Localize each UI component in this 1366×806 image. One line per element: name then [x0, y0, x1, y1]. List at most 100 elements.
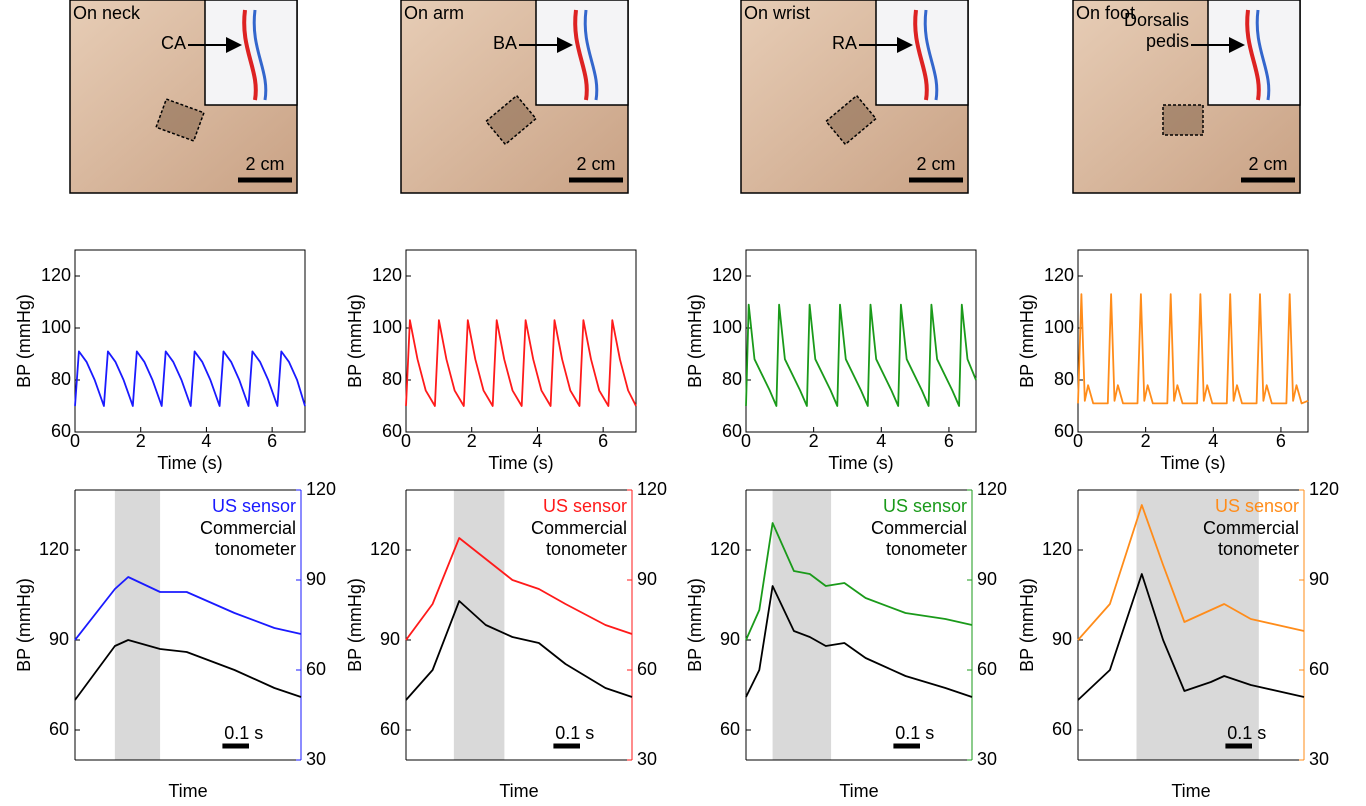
y2-tick-label: 30 — [637, 749, 657, 769]
x-tick-label: 4 — [532, 431, 542, 451]
y-tick-label: 60 — [722, 421, 742, 441]
x-tick-label: 2 — [136, 431, 146, 451]
inset — [536, 0, 628, 105]
legend-entry: US sensor — [166, 496, 296, 517]
y-axis-label: BP (mmHg) — [14, 578, 34, 672]
y-tick-label: 80 — [1054, 369, 1074, 389]
artery-label: BA — [421, 33, 517, 54]
scalebar-label: 0.1 s — [224, 723, 263, 743]
y-tick-label: 120 — [712, 265, 742, 285]
y-tick-label: 80 — [382, 369, 402, 389]
plot-frame — [746, 250, 976, 432]
figure: On neckCA2 cmOn armBA2 cmOn wristRA2 cmO… — [0, 0, 1366, 806]
x-axis-label: Time — [839, 781, 878, 801]
x-tick-label: 6 — [598, 431, 608, 451]
scalebar-label: 0.1 s — [895, 723, 934, 743]
y-tick-label: 90 — [380, 629, 400, 649]
scale-label: 2 cm — [245, 154, 284, 174]
y-tick-label: 100 — [372, 317, 402, 337]
legend-entry: Commercial tonometer — [166, 518, 296, 560]
waveform — [406, 320, 636, 406]
x-axis-label: Time — [1171, 781, 1210, 801]
y-tick-label: 90 — [49, 629, 69, 649]
scalebar-label: 0.1 s — [1227, 723, 1266, 743]
y-tick-label: 120 — [372, 265, 402, 285]
y-tick-label: 100 — [712, 317, 742, 337]
artery-label: RA — [761, 33, 857, 54]
waveform — [746, 305, 976, 406]
y2-tick-label: 30 — [1309, 749, 1329, 769]
legend-entry: Commercial tonometer — [1169, 518, 1299, 560]
y2-tick-label: 120 — [306, 479, 336, 499]
x-axis-label: Time — [499, 781, 538, 801]
y2-tick-label: 90 — [1309, 569, 1329, 589]
artery-label: CA — [90, 33, 186, 54]
sensor-outline — [1163, 105, 1203, 135]
x-axis-label: Time — [168, 781, 207, 801]
y-tick-label: 60 — [382, 421, 402, 441]
legend-entry: US sensor — [1169, 496, 1299, 517]
y-tick-label: 90 — [720, 629, 740, 649]
x-tick-label: 4 — [876, 431, 886, 451]
y-axis-label: BP (mmHg) — [1017, 578, 1037, 672]
waveform — [406, 601, 632, 700]
waveform — [75, 640, 301, 700]
y2-tick-label: 30 — [977, 749, 997, 769]
inset — [876, 0, 968, 105]
y-tick-label: 60 — [51, 421, 71, 441]
y-tick-label: 120 — [1044, 265, 1074, 285]
y-tick-label: 80 — [51, 369, 71, 389]
y2-tick-label: 90 — [306, 569, 326, 589]
artery-label-box: BA — [421, 33, 517, 83]
y2-tick-label: 60 — [637, 659, 657, 679]
legend-entry-box: Commercial tonometer — [837, 518, 967, 568]
x-axis-label: Time (s) — [157, 453, 222, 473]
x-tick-label: 6 — [267, 431, 277, 451]
x-tick-label: 0 — [401, 431, 411, 451]
legend-entry-box: Commercial tonometer — [166, 518, 296, 568]
x-tick-label: 2 — [809, 431, 819, 451]
x-tick-label: 6 — [944, 431, 954, 451]
y-axis-label: BP (mmHg) — [685, 578, 705, 672]
x-tick-label: 2 — [1141, 431, 1151, 451]
y-axis-label: BP (mmHg) — [14, 294, 34, 388]
y-tick-label: 120 — [1042, 539, 1072, 559]
y2-tick-label: 120 — [977, 479, 1007, 499]
y-axis-label: BP (mmHg) — [685, 294, 705, 388]
y-axis-label: BP (mmHg) — [345, 294, 365, 388]
legend-entry: US sensor — [497, 496, 627, 517]
scale-label: 2 cm — [1248, 154, 1287, 174]
legend-entry: Commercial tonometer — [837, 518, 967, 560]
artery-label-box: RA — [761, 33, 857, 83]
scalebar-label: 0.1 s — [555, 723, 594, 743]
legend-entry-box: Commercial tonometer — [1169, 518, 1299, 568]
artery-label-box: CA — [90, 33, 186, 83]
scale-label: 2 cm — [576, 154, 615, 174]
photo-label: On wrist — [744, 3, 810, 23]
y-tick-label: 100 — [41, 317, 71, 337]
y-tick-label: 60 — [720, 719, 740, 739]
y-tick-label: 120 — [39, 539, 69, 559]
highlight — [773, 490, 831, 760]
waveform — [1078, 294, 1308, 403]
x-axis-label: Time (s) — [1160, 453, 1225, 473]
x-tick-label: 0 — [741, 431, 751, 451]
x-tick-label: 4 — [1208, 431, 1218, 451]
y-tick-label: 120 — [41, 265, 71, 285]
legend-entry: Commercial tonometer — [497, 518, 627, 560]
y-tick-label: 60 — [1052, 719, 1072, 739]
y2-tick-label: 60 — [1309, 659, 1329, 679]
scale-label: 2 cm — [916, 154, 955, 174]
y2-tick-label: 120 — [1309, 479, 1339, 499]
legend-entry: US sensor — [837, 496, 967, 517]
y2-tick-label: 120 — [637, 479, 667, 499]
y-tick-label: 120 — [710, 539, 740, 559]
x-tick-label: 4 — [201, 431, 211, 451]
x-axis-label: Time (s) — [828, 453, 893, 473]
highlight — [115, 490, 160, 760]
x-tick-label: 6 — [1276, 431, 1286, 451]
x-tick-label: 0 — [1073, 431, 1083, 451]
y-tick-label: 60 — [380, 719, 400, 739]
y2-tick-label: 30 — [306, 749, 326, 769]
y2-tick-label: 90 — [977, 569, 997, 589]
